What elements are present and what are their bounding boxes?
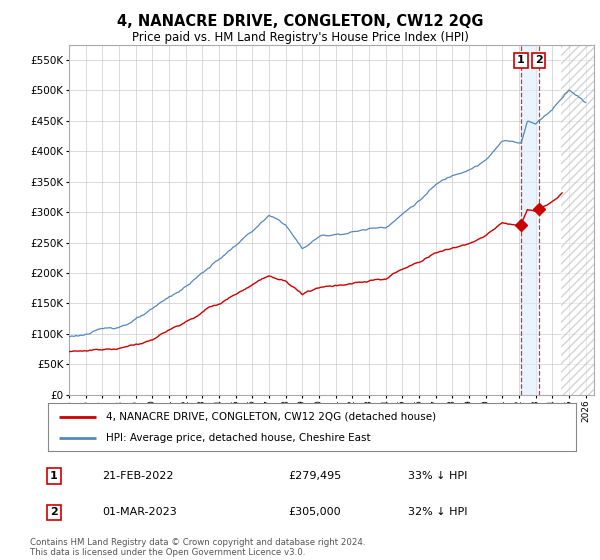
Text: 4, NANACRE DRIVE, CONGLETON, CW12 2QG: 4, NANACRE DRIVE, CONGLETON, CW12 2QG	[117, 14, 483, 29]
Text: 2: 2	[535, 55, 542, 66]
Text: Contains HM Land Registry data © Crown copyright and database right 2024.
This d: Contains HM Land Registry data © Crown c…	[30, 538, 365, 557]
Text: 33% ↓ HPI: 33% ↓ HPI	[408, 471, 467, 481]
Text: Price paid vs. HM Land Registry's House Price Index (HPI): Price paid vs. HM Land Registry's House …	[131, 31, 469, 44]
Text: 21-FEB-2022: 21-FEB-2022	[102, 471, 173, 481]
Text: 4, NANACRE DRIVE, CONGLETON, CW12 2QG (detached house): 4, NANACRE DRIVE, CONGLETON, CW12 2QG (d…	[106, 412, 436, 422]
Text: 1: 1	[517, 55, 525, 66]
Bar	[521, 45, 538, 395]
Text: HPI: Average price, detached house, Cheshire East: HPI: Average price, detached house, Ches…	[106, 433, 371, 444]
Text: £305,000: £305,000	[288, 507, 341, 517]
Text: £279,495: £279,495	[288, 471, 341, 481]
Text: 01-MAR-2023: 01-MAR-2023	[102, 507, 177, 517]
Text: 1: 1	[50, 471, 58, 481]
Bar	[560, 45, 594, 395]
Text: 2: 2	[50, 507, 58, 517]
Text: 32% ↓ HPI: 32% ↓ HPI	[408, 507, 467, 517]
